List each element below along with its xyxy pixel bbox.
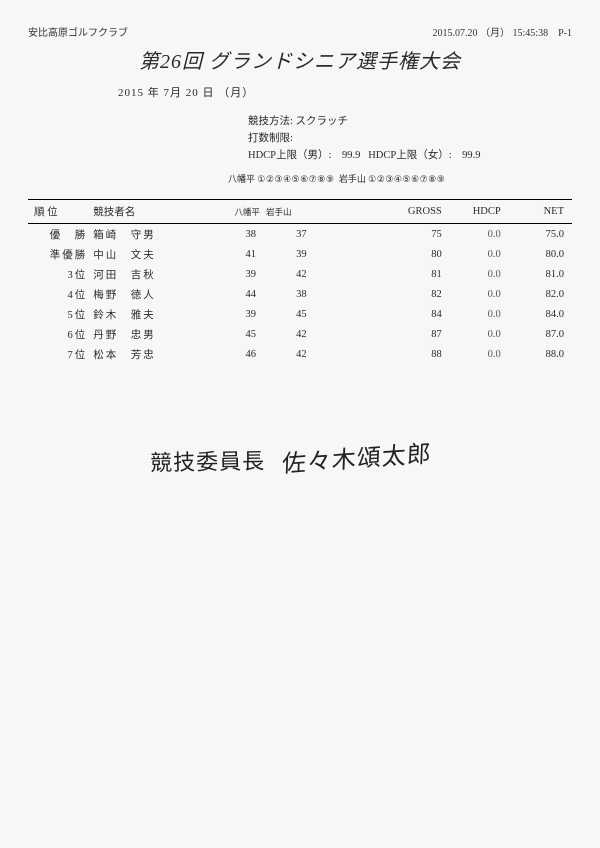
- cell-gross: 84: [389, 304, 452, 324]
- col-course1: 八幡平: [205, 200, 262, 224]
- cell-gross: 75: [389, 224, 452, 245]
- cell-rank: 4位: [28, 284, 91, 304]
- stroke-limit-label: 打数制限:: [248, 131, 572, 148]
- col-course2: 岩手山: [262, 200, 313, 224]
- cell-score1: 44: [205, 284, 262, 304]
- cell-hdcp: 0.0: [452, 264, 509, 284]
- event-date: 2015 年 7月 20 日 （月）: [118, 84, 572, 100]
- cell-hdcp: 0.0: [452, 344, 509, 364]
- cell-rank: 準優勝: [28, 244, 91, 264]
- results-table: 順 位 競技者名 八幡平 岩手山 GROSS HDCP NET 優 勝箱崎 守男…: [28, 199, 572, 364]
- cell-gross: 80: [389, 244, 452, 264]
- hdcp-f-value: 99.9: [462, 150, 480, 161]
- course1-label: 八幡平: [228, 174, 255, 184]
- table-row: 準優勝中山 文夫4139 800.080.0: [28, 244, 572, 264]
- cell-name: 松本 芳忠: [91, 344, 205, 364]
- course1-holes: ①②③④⑤⑥⑦⑧⑨: [257, 174, 334, 185]
- page-number: P-1: [558, 28, 572, 39]
- method-value: スクラッチ: [296, 116, 349, 127]
- cell-net: 81.0: [509, 264, 572, 284]
- cell-name: 鈴木 雅夫: [91, 304, 205, 324]
- col-name: 競技者名: [91, 200, 205, 224]
- hdcp-m-label: HDCP上限（男）:: [248, 150, 331, 161]
- course2-holes: ①②③④⑤⑥⑦⑧⑨: [368, 174, 445, 185]
- cell-gross: 82: [389, 284, 452, 304]
- table-row: 5位鈴木 雅夫3945 840.084.0: [28, 304, 572, 324]
- cell-name: 中山 文夫: [91, 244, 205, 264]
- table-row: 優 勝箱崎 守男3837 750.075.0: [28, 224, 572, 245]
- signature-label: 競技委員長: [150, 448, 265, 475]
- cell-rank: 5位: [28, 304, 91, 324]
- cell-score1: 38: [205, 224, 262, 245]
- cell-gross: 87: [389, 324, 452, 344]
- cell-net: 82.0: [509, 284, 572, 304]
- cell-rank: 3位: [28, 264, 91, 284]
- cell-hdcp: 0.0: [452, 244, 509, 264]
- cell-name: 河田 吉秋: [91, 264, 205, 284]
- cell-hdcp: 0.0: [452, 304, 509, 324]
- cell-score2: 37: [262, 224, 313, 245]
- cell-score2: 42: [262, 324, 313, 344]
- cell-name: 箱崎 守男: [91, 224, 205, 245]
- method-label: 競技方法:: [248, 116, 293, 127]
- cell-score1: 41: [205, 244, 262, 264]
- cell-score1: 46: [205, 344, 262, 364]
- hdcp-m-value: 99.9: [342, 150, 360, 161]
- cell-net: 75.0: [509, 224, 572, 245]
- cell-gross: 88: [389, 344, 452, 364]
- cell-net: 80.0: [509, 244, 572, 264]
- col-rank: 順 位: [28, 200, 91, 224]
- cell-score1: 39: [205, 264, 262, 284]
- signature-name: 佐々木頌太郎: [281, 434, 432, 480]
- signature-block: 競技委員長 佐々木頌太郎: [150, 438, 432, 478]
- cell-gross: 81: [389, 264, 452, 284]
- table-header-row: 順 位 競技者名 八幡平 岩手山 GROSS HDCP NET: [28, 200, 572, 224]
- cell-score2: 45: [262, 304, 313, 324]
- col-net: NET: [509, 200, 572, 224]
- cell-rank: 7位: [28, 344, 91, 364]
- col-hdcp: HDCP: [452, 200, 509, 224]
- cell-net: 87.0: [509, 324, 572, 344]
- hdcp-f-label: HDCP上限（女）:: [368, 150, 451, 161]
- cell-rank: 6位: [28, 324, 91, 344]
- page-header: 安比高原ゴルフクラブ 2015.07.20 （月） 15:45:38 P-1: [28, 24, 572, 39]
- cell-rank: 優 勝: [28, 224, 91, 245]
- cell-score2: 39: [262, 244, 313, 264]
- hole-indicator-row: 八幡平 ①②③④⑤⑥⑦⑧⑨ 岩手山 ①②③④⑤⑥⑦⑧⑨: [228, 172, 572, 185]
- cell-hdcp: 0.0: [452, 284, 509, 304]
- cell-net: 88.0: [509, 344, 572, 364]
- cell-name: 丹野 忠男: [91, 324, 205, 344]
- course2-label: 岩手山: [339, 174, 366, 184]
- cell-score2: 42: [262, 344, 313, 364]
- club-name: 安比高原ゴルフクラブ: [28, 24, 128, 39]
- cell-score2: 38: [262, 284, 313, 304]
- table-row: 3位河田 吉秋3942 810.081.0: [28, 264, 572, 284]
- document-title: 第26回 グランドシニア選手権大会: [28, 45, 572, 74]
- col-gross: GROSS: [389, 200, 452, 224]
- cell-name: 梅野 徳人: [91, 284, 205, 304]
- cell-score1: 45: [205, 324, 262, 344]
- competition-meta: 競技方法: スクラッチ 打数制限: HDCP上限（男）: 99.9 HDCP上限…: [248, 114, 572, 164]
- table-row: 7位松本 芳忠4642 880.088.0: [28, 344, 572, 364]
- table-row: 4位梅野 徳人4438 820.082.0: [28, 284, 572, 304]
- cell-hdcp: 0.0: [452, 324, 509, 344]
- table-row: 6位丹野 忠男4542 870.087.0: [28, 324, 572, 344]
- cell-score1: 39: [205, 304, 262, 324]
- cell-net: 84.0: [509, 304, 572, 324]
- cell-score2: 42: [262, 264, 313, 284]
- cell-hdcp: 0.0: [452, 224, 509, 245]
- print-timestamp: 2015.07.20 （月） 15:45:38: [433, 28, 549, 39]
